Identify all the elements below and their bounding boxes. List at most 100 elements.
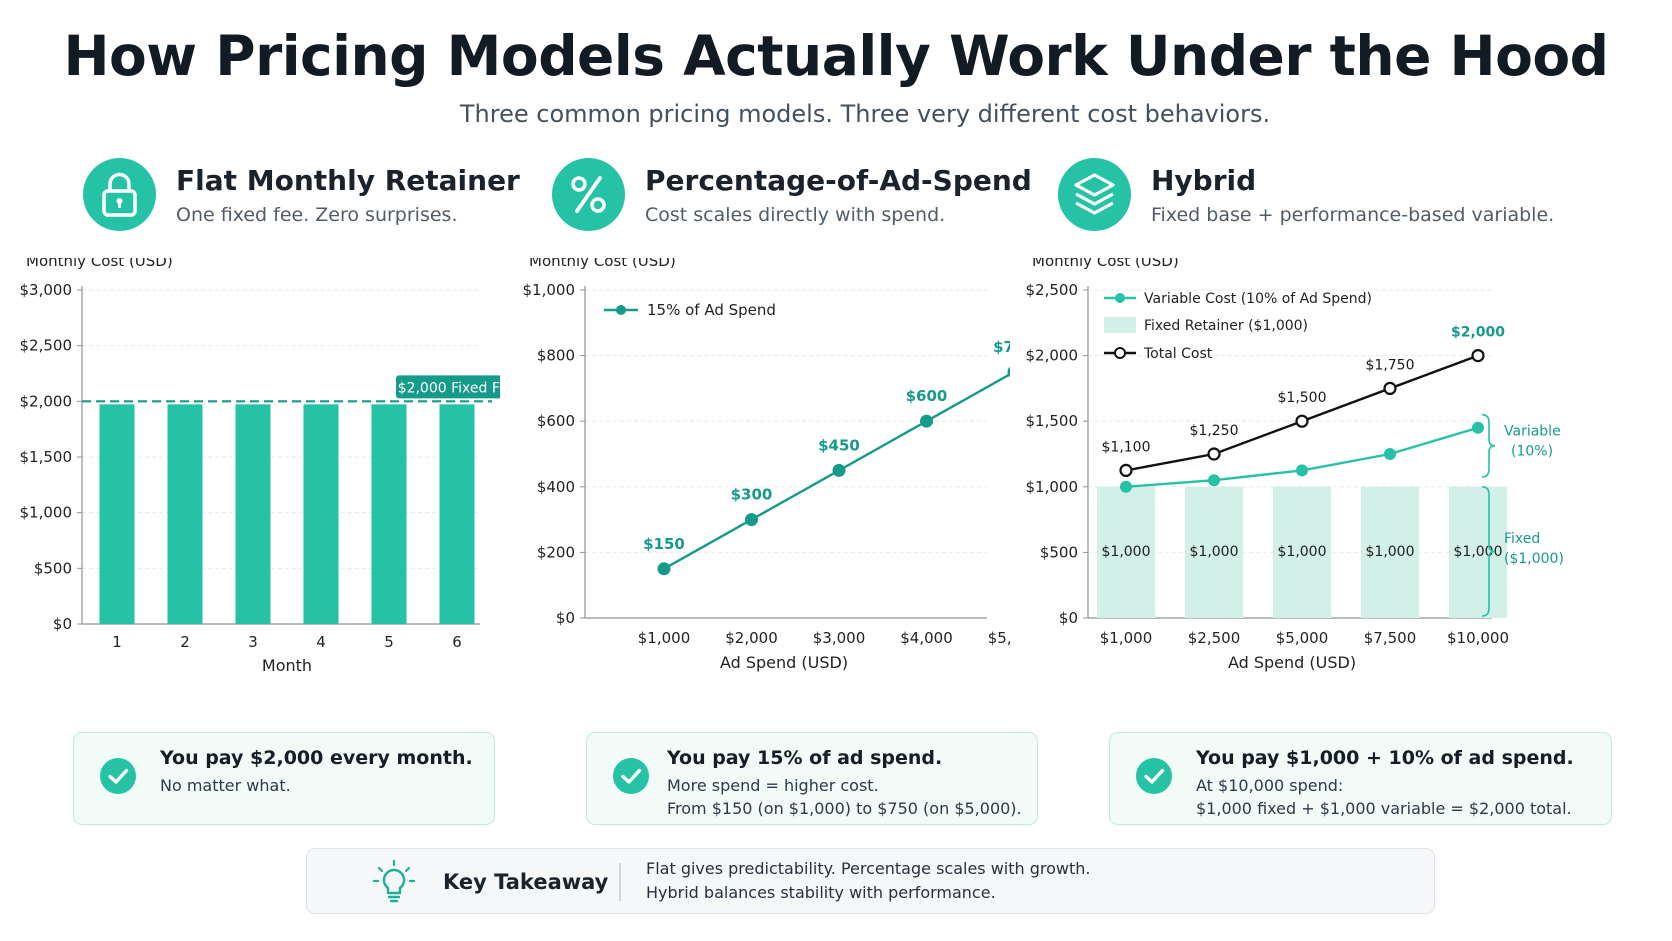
x-axis-label: Ad Spend (USD) — [720, 653, 848, 672]
data-point — [745, 513, 758, 527]
chart-hybrid: Monthly Cost (USD) $0 $500 $1,000 $1,500 $2,0… — [1010, 258, 1672, 698]
data-point-variable — [1208, 474, 1220, 487]
annotation-label: Fixed — [1504, 531, 1540, 547]
bar-label: $1,000 — [1190, 544, 1239, 560]
brace-fixed — [1481, 486, 1496, 617]
x-axis-label: Ad Spend (USD) — [1228, 653, 1356, 672]
summary-title: You pay $2,000 every month. — [160, 747, 473, 769]
x-tick-label: $3,000 — [813, 629, 866, 647]
data-point-variable — [1296, 464, 1308, 477]
chart-hybrid-svg: Monthly Cost (USD) $0 $500 $1,000 $1,500 $2,0… — [1026, 258, 1564, 672]
summary-line: No matter what. — [160, 776, 291, 795]
summary-box-flat: You pay $2,000 every month. No matter wh… — [73, 732, 495, 825]
data-label: $750 — [993, 338, 1010, 356]
data-label-total: $1,250 — [1190, 423, 1239, 439]
y-tick-label: $400 — [537, 478, 575, 496]
x-tick-label: $1,000 — [638, 629, 691, 647]
reference-line-badge — [396, 375, 500, 399]
model-title: Percentage-of-Ad-Spend — [645, 164, 1032, 197]
y-tick-label: $500 — [34, 559, 72, 577]
layers-icon — [1058, 158, 1131, 231]
x-tick-label: $10,000 — [1447, 629, 1509, 647]
x-tick-label: $1,000 — [1100, 629, 1153, 647]
data-point — [832, 463, 846, 477]
bar — [1273, 486, 1331, 618]
y-tick-label: $2,000 — [1026, 347, 1079, 365]
page-subtitle: Three common pricing models. Three very … — [459, 100, 1271, 128]
data-label: $150 — [643, 535, 685, 553]
summary-box-hybrid: You pay $1,000 + 10% of ad spend. At $10… — [1109, 732, 1612, 825]
legend-label: Variable Cost (10% of Ad Spend) — [1144, 291, 1372, 307]
bar — [1361, 486, 1419, 618]
y-axis-label: Monthly Cost (USD) — [26, 258, 173, 270]
data-point-total — [1207, 447, 1221, 461]
page-title: How Pricing Models Actually Work Under t… — [63, 24, 1609, 88]
summary-line: $1,000 fixed + $1,000 variable = $2,000 … — [1196, 799, 1572, 818]
bar — [371, 404, 407, 624]
brace-variable — [1481, 413, 1496, 478]
chart-flat-svg: Monthly Cost (USD) $0 $500 $1,000 $1,500 $2,0… — [20, 258, 500, 675]
series-line-variable — [1125, 426, 1479, 488]
summary-line: At $10,000 spend: — [1196, 776, 1344, 795]
check-icon — [613, 758, 649, 794]
data-point-variable — [1472, 421, 1484, 434]
x-tick-label: 1 — [112, 633, 122, 651]
summary-title: You pay $1,000 + 10% of ad spend. — [1196, 747, 1574, 769]
check-icon — [100, 758, 136, 794]
y-axis-label: Monthly Cost (USD) — [1032, 258, 1179, 270]
summary-box-percentage: You pay 15% of ad spend. More spend = hi… — [586, 732, 1038, 825]
key-takeaway-label: Key Takeaway — [443, 870, 609, 894]
x-axis-label: Month — [262, 656, 312, 675]
summary-line: More spend = higher cost. — [667, 776, 879, 795]
x-tick-label: $2,000 — [725, 629, 778, 647]
bar-label: $1,000 — [1454, 544, 1503, 560]
data-point-total — [1383, 381, 1397, 395]
y-tick-label: $1,000 — [20, 504, 73, 522]
model-title: Flat Monthly Retainer — [176, 164, 520, 197]
y-tick-label: $2,500 — [1026, 281, 1079, 299]
percent-icon — [552, 158, 625, 231]
legend-label: 15% of Ad Spend — [647, 301, 776, 319]
summary-title: You pay 15% of ad spend. — [667, 747, 943, 769]
data-label: $300 — [731, 486, 773, 504]
data-point-variable — [1120, 480, 1132, 493]
data-label: $450 — [818, 436, 860, 454]
y-tick-label: $1,000 — [523, 281, 576, 299]
annotation-label: Variable — [1504, 424, 1561, 440]
bar-label: $1,000 — [1102, 544, 1151, 560]
y-tick-label: $1,500 — [1026, 412, 1079, 430]
chart-percentage: Monthly Cost (USD) $0 $200 $400 $600 $800 $1,0… — [500, 258, 1010, 698]
data-point — [657, 562, 671, 576]
x-tick-label: $4,000 — [900, 629, 953, 647]
lightbulb-icon — [371, 859, 417, 909]
legend-swatch-marker — [1114, 347, 1126, 359]
legend-swatch-marker — [616, 305, 626, 315]
divider — [619, 863, 621, 901]
y-tick-label: $800 — [537, 347, 575, 365]
data-label-total: $1,500 — [1278, 390, 1327, 406]
x-tick-label: 4 — [316, 633, 326, 651]
y-tick-label: $500 — [1040, 543, 1078, 561]
bar-label: $1,000 — [1366, 544, 1415, 560]
x-tick-label: 6 — [452, 633, 462, 651]
bar-label: $1,000 — [1278, 544, 1327, 560]
y-tick-label: $1,000 — [1026, 478, 1079, 496]
data-point-variable — [1384, 448, 1396, 460]
y-tick-label: $0 — [556, 609, 575, 627]
bar — [1097, 486, 1155, 618]
y-tick-label: $1,500 — [20, 448, 73, 466]
y-tick-label: $600 — [537, 412, 575, 430]
reference-line-label: $2,000 Fixed Fee — [398, 380, 500, 396]
y-tick-label: $200 — [537, 543, 575, 561]
chart-flat-retainer: Monthly Cost (USD) $0 $500 $1,000 $1,500 $2,0… — [0, 258, 500, 698]
data-label-total: $1,100 — [1102, 439, 1151, 455]
bar — [1185, 486, 1243, 618]
bar — [439, 404, 475, 624]
data-point — [920, 414, 933, 428]
key-takeaway-bar: Key Takeaway Flat gives predictability. … — [306, 848, 1435, 914]
x-tick-label: $7,500 — [1364, 629, 1417, 647]
data-label-total: $1,750 — [1366, 357, 1415, 373]
takeaway-line: Flat gives predictability. Percentage sc… — [646, 859, 1091, 878]
series-line-total — [1125, 354, 1479, 472]
lock-icon — [83, 158, 156, 231]
